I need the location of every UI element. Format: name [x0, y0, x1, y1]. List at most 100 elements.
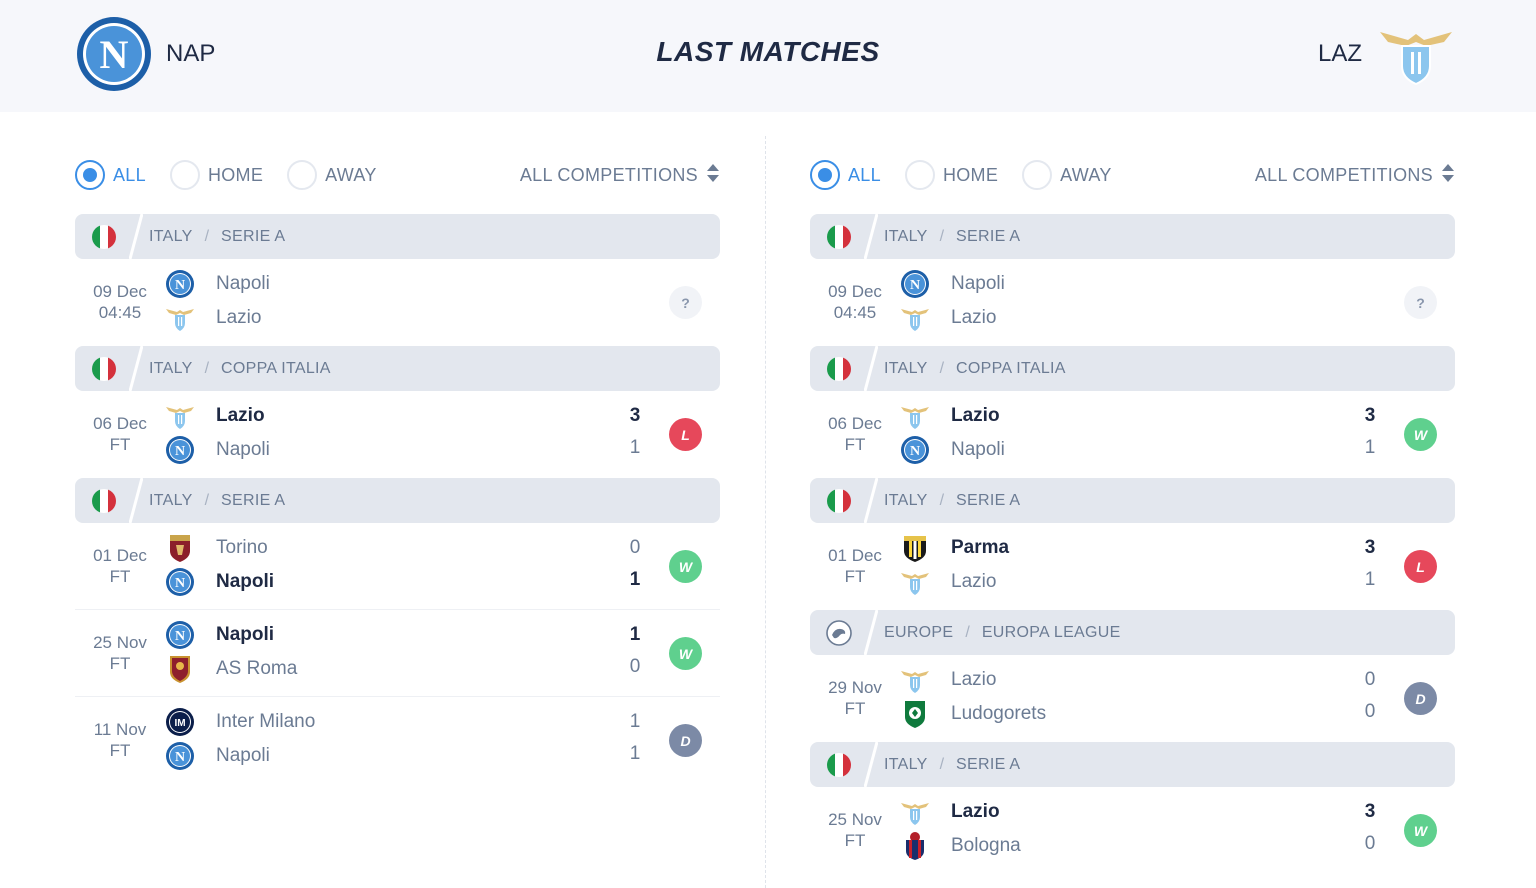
- league-header[interactable]: ITALY / SERIE A: [75, 477, 720, 524]
- team-name: Lazio: [951, 405, 1000, 426]
- match-date: 25 Nov FT: [810, 809, 900, 851]
- result-badge: W: [1404, 814, 1437, 847]
- breadcrumb-separator: /: [204, 359, 210, 377]
- filter-home-label: HOME: [207, 164, 264, 185]
- match-status: FT: [109, 654, 131, 673]
- panel-divider: [765, 136, 766, 888]
- match-day: 06 Dec: [828, 414, 882, 433]
- svg-text:N: N: [175, 750, 185, 765]
- match-status: FT: [109, 435, 131, 454]
- match-day: 25 Nov: [828, 810, 882, 829]
- filter-home-label: HOME: [942, 164, 999, 185]
- team-name: Napoli: [216, 273, 270, 294]
- sort-arrows-icon: [1441, 162, 1455, 189]
- match-date: 06 Dec FT: [810, 413, 900, 455]
- italy-flag-icon: [810, 346, 868, 391]
- match-row[interactable]: 01 Dec FT Torino 0 N Napoli 1 W: [75, 523, 720, 610]
- league-header[interactable]: ITALY / COPPA ITALIA: [75, 345, 720, 392]
- match-date: 11 Nov FT: [75, 719, 165, 761]
- svg-text:N: N: [175, 444, 185, 459]
- match-day: 09 Dec: [828, 282, 882, 301]
- away-team[interactable]: LAZ: [1318, 16, 1454, 92]
- league-header[interactable]: ITALY / SERIE A: [75, 213, 720, 260]
- ludogorets-crest-icon: [900, 699, 930, 729]
- match-day: 29 Nov: [828, 678, 882, 697]
- match-date: 09 Dec 04:45: [75, 281, 165, 323]
- team-name: Napoli: [216, 571, 275, 592]
- filter-away-radio[interactable]: AWAY: [287, 160, 377, 190]
- match-row[interactable]: 01 Dec FT Parma 3 Lazio 1 L: [810, 523, 1455, 610]
- league-country: ITALY: [884, 491, 928, 509]
- match-list: ITALY / SERIE A 09 Dec 04:45 N Napoli Lazio? ITA…: [75, 213, 720, 784]
- filter-away-radio[interactable]: AWAY: [1022, 160, 1112, 190]
- team-name: Parma: [951, 537, 1010, 558]
- league-competition: SERIE A: [956, 227, 1021, 245]
- league-header[interactable]: EUROPE / EUROPA LEAGUE: [810, 609, 1455, 656]
- team-score: 3: [1364, 801, 1376, 822]
- result-badge: L: [1404, 550, 1437, 583]
- lazio-crest-icon: [900, 567, 930, 597]
- team-score: 0: [1364, 701, 1376, 722]
- league-competition: COPPA ITALIA: [956, 359, 1066, 377]
- team-score: 1: [629, 743, 641, 764]
- filter-away-label: AWAY: [325, 164, 377, 185]
- match-day: 09 Dec: [93, 282, 147, 301]
- team-score: 1: [629, 711, 641, 732]
- europe-globe-icon: [810, 610, 868, 655]
- team-name: Napoli: [951, 273, 1005, 294]
- filter-all-radio[interactable]: ALL: [75, 160, 146, 190]
- filter-all-radio[interactable]: ALL: [810, 160, 881, 190]
- home-team-abbr: NAP: [166, 40, 216, 67]
- match-row[interactable]: 06 Dec FT Lazio 3 N Napoli 1 L: [75, 391, 720, 478]
- team-score: 3: [1364, 405, 1376, 426]
- filter-away-label: AWAY: [1060, 164, 1112, 185]
- home-team-panel: ALL HOME AWAY ALL COMPETITIONS ITALY / SERIE A…: [75, 150, 720, 784]
- breadcrumb-separator: /: [939, 755, 945, 773]
- match-row[interactable]: 09 Dec 04:45 N Napoli Lazio?: [75, 259, 720, 346]
- italy-flag-icon: [810, 214, 868, 259]
- filter-home-radio[interactable]: HOME: [169, 160, 264, 190]
- match-row[interactable]: 11 Nov FT IM Inter Milano 1 N Napoli 1 D: [75, 697, 720, 784]
- match-row[interactable]: 25 Nov FT N Napoli 1 AS Roma 0 W: [75, 610, 720, 697]
- team-name: Torino: [216, 537, 268, 558]
- radio-circle-icon: [287, 160, 318, 190]
- result-badge: ?: [669, 286, 702, 319]
- team-name: Ludogorets: [951, 703, 1047, 724]
- match-date: 01 Dec FT: [75, 545, 165, 587]
- lazio-crest-icon: [900, 303, 930, 333]
- match-row[interactable]: 29 Nov FT Lazio 0 Ludogorets 0 D: [810, 655, 1455, 742]
- team-name: AS Roma: [216, 658, 298, 679]
- league-competition: SERIE A: [221, 227, 286, 245]
- league-competition: EUROPA LEAGUE: [981, 623, 1121, 641]
- home-team[interactable]: N NAP: [76, 16, 215, 92]
- match-row[interactable]: 06 Dec FT Lazio 3 N Napoli 1 W: [810, 391, 1455, 478]
- competition-select[interactable]: ALL COMPETITIONS: [520, 162, 720, 189]
- match-row[interactable]: 09 Dec 04:45 N Napoli Lazio?: [810, 259, 1455, 346]
- lazio-crest-icon: [900, 401, 930, 431]
- competition-select-label: ALL COMPETITIONS: [519, 165, 698, 185]
- competition-select[interactable]: ALL COMPETITIONS: [1255, 162, 1455, 189]
- league-header[interactable]: ITALY / COPPA ITALIA: [810, 345, 1455, 392]
- league-country: ITALY: [149, 227, 193, 245]
- match-day: 01 Dec: [828, 546, 882, 565]
- breadcrumb-separator: /: [939, 227, 945, 245]
- league-competition: SERIE A: [956, 491, 1021, 509]
- match-row[interactable]: 25 Nov FT Lazio 3 Bologna 0 W: [810, 787, 1455, 874]
- league-header[interactable]: ITALY / SERIE A: [810, 213, 1455, 260]
- italy-flag-icon: [810, 478, 868, 523]
- team-score: 1: [629, 624, 641, 645]
- league-header[interactable]: ITALY / SERIE A: [810, 741, 1455, 788]
- breadcrumb-separator: /: [939, 359, 945, 377]
- slash-divider: [128, 477, 144, 524]
- competition-select-label: ALL COMPETITIONS: [1254, 165, 1433, 185]
- league-header[interactable]: ITALY / SERIE A: [810, 477, 1455, 524]
- team-name: Lazio: [951, 669, 997, 690]
- radio-circle-icon: [810, 160, 840, 190]
- team-name: Lazio: [951, 307, 997, 328]
- breadcrumb-separator: /: [204, 491, 210, 509]
- filter-home-radio[interactable]: HOME: [904, 160, 999, 190]
- breadcrumb-separator: /: [939, 491, 945, 509]
- team-name: Lazio: [951, 801, 1000, 822]
- svg-text:N: N: [100, 32, 129, 77]
- league-competition: COPPA ITALIA: [221, 359, 331, 377]
